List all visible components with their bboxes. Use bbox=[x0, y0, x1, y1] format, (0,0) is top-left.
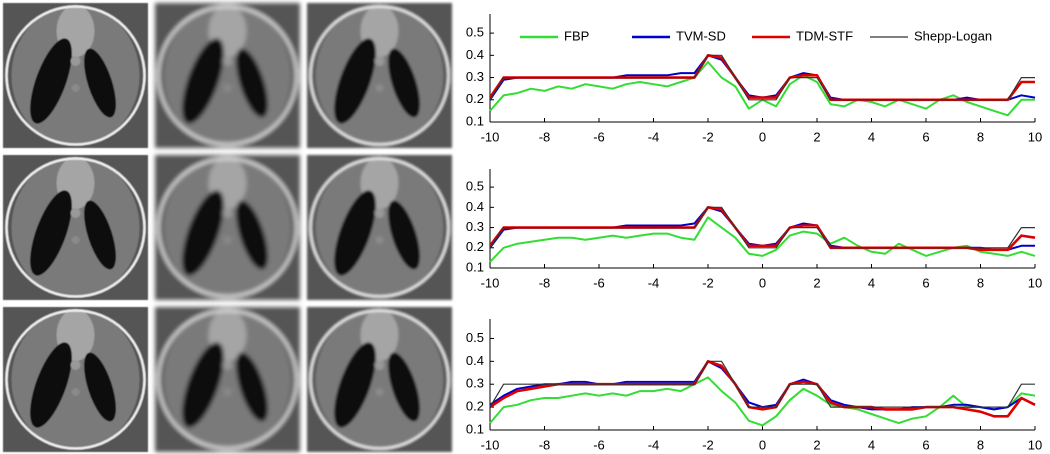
legend-label: TVM-SD bbox=[676, 28, 726, 43]
y-tick-label: 0.3 bbox=[466, 219, 484, 234]
x-tick-label: -6 bbox=[593, 275, 605, 290]
y-tick-label: 0.1 bbox=[466, 421, 484, 436]
x-tick-label: 6 bbox=[922, 275, 929, 290]
x-tick-label: 6 bbox=[922, 437, 929, 452]
y-tick-label: 0.5 bbox=[466, 179, 484, 194]
y-tick-label: 0.2 bbox=[466, 239, 484, 254]
x-tick-label: 4 bbox=[868, 129, 875, 144]
y-tick-label: 0.3 bbox=[466, 376, 484, 391]
x-tick-label: 0 bbox=[759, 275, 766, 290]
x-tick-label: 8 bbox=[977, 129, 984, 144]
y-tick-label: 0.1 bbox=[466, 113, 484, 128]
x-tick-label: 10 bbox=[1028, 437, 1042, 452]
y-tick-label: 0.1 bbox=[466, 259, 484, 274]
x-tick-label: -8 bbox=[539, 275, 551, 290]
x-tick-label: 8 bbox=[977, 437, 984, 452]
y-tick-label: 0.3 bbox=[466, 69, 484, 84]
x-tick-label: 0 bbox=[759, 437, 766, 452]
series-line bbox=[489, 54, 1035, 101]
x-tick-label: -8 bbox=[539, 129, 551, 144]
x-tick-label: 0 bbox=[759, 129, 766, 144]
x-tick-label: 4 bbox=[868, 437, 875, 452]
x-tick-label: 2 bbox=[813, 129, 820, 144]
legend-label: FBP bbox=[564, 28, 589, 43]
x-tick-label: 10 bbox=[1028, 275, 1042, 290]
x-tick-label: -10 bbox=[481, 275, 500, 290]
y-tick-label: 0.2 bbox=[466, 399, 484, 414]
x-tick-label: 2 bbox=[813, 275, 820, 290]
x-tick-label: -8 bbox=[539, 437, 551, 452]
y-tick-label: 0.4 bbox=[466, 353, 484, 368]
x-tick-label: 8 bbox=[977, 275, 984, 290]
x-tick-label: 2 bbox=[813, 437, 820, 452]
x-tick-label: -2 bbox=[702, 275, 714, 290]
x-tick-label: -2 bbox=[702, 129, 714, 144]
y-tick-label: 0.4 bbox=[466, 199, 484, 214]
series-line bbox=[489, 206, 1035, 249]
x-tick-label: -4 bbox=[648, 275, 660, 290]
series-line bbox=[489, 376, 1036, 427]
x-tick-label: -6 bbox=[593, 437, 605, 452]
x-tick-label: -4 bbox=[648, 129, 660, 144]
y-tick-label: 0.5 bbox=[466, 25, 484, 40]
x-tick-label: 10 bbox=[1028, 129, 1042, 144]
x-tick-label: -4 bbox=[648, 437, 660, 452]
y-tick-label: 0.4 bbox=[466, 47, 484, 62]
x-tick-label: -2 bbox=[702, 437, 714, 452]
series-line bbox=[488, 206, 1036, 252]
x-tick-label: -10 bbox=[481, 129, 500, 144]
y-tick-label: 0.5 bbox=[466, 330, 484, 345]
series-line bbox=[489, 360, 1035, 408]
series-line bbox=[489, 216, 1036, 263]
legend-label: TDM-STF bbox=[796, 28, 853, 43]
legend-label: Shepp-Logan bbox=[914, 28, 992, 43]
y-tick-label: 0.2 bbox=[466, 91, 484, 106]
x-tick-label: -10 bbox=[481, 437, 500, 452]
series-line bbox=[489, 61, 1035, 117]
x-tick-label: -6 bbox=[593, 129, 605, 144]
x-tick-label: 6 bbox=[922, 129, 929, 144]
x-tick-label: 4 bbox=[868, 275, 875, 290]
